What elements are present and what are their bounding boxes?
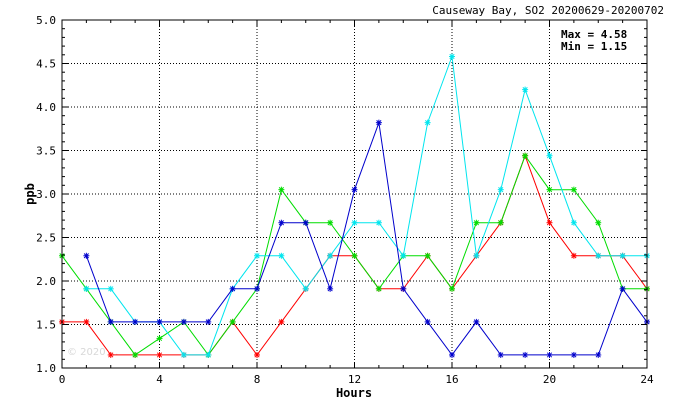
data-point	[327, 252, 334, 259]
data-point	[546, 351, 553, 358]
series-line	[86, 56, 647, 356]
data-point	[351, 252, 358, 259]
data-point	[424, 252, 431, 259]
x-tick-label: 0	[59, 373, 66, 386]
data-point	[546, 219, 553, 226]
data-point	[497, 351, 504, 358]
data-point	[570, 219, 577, 226]
tick-marks	[61, 19, 648, 369]
data-point	[254, 351, 260, 358]
data-point	[595, 351, 602, 358]
y-tick-label: 5.0	[36, 14, 56, 27]
data-point	[595, 219, 602, 226]
x-tick-labels: 0 4 8 12 16 20 24	[59, 373, 654, 386]
y-tick-labels: 1.0 1.5 2.0 2.5 3.0 3.5 4.0 4.5 5.0	[36, 14, 56, 375]
data-point	[107, 318, 114, 325]
data-point	[254, 252, 260, 259]
y-tick-label: 2.5	[36, 232, 56, 245]
data-point	[327, 285, 334, 292]
data-point	[546, 152, 553, 159]
x-tick-label: 8	[254, 373, 261, 386]
data-point	[473, 318, 480, 325]
data-point	[278, 252, 285, 259]
data-point	[570, 252, 577, 259]
series-layer	[59, 53, 650, 358]
x-tick-label: 4	[156, 373, 163, 386]
data-point	[449, 285, 455, 292]
series-3	[83, 119, 650, 358]
data-point	[278, 219, 285, 226]
data-point	[180, 318, 187, 325]
y-tick-label: 1.5	[36, 319, 56, 332]
data-point	[424, 318, 431, 325]
data-point	[229, 318, 236, 325]
data-point	[473, 219, 480, 226]
y-tick-label: 1.0	[36, 362, 56, 375]
data-point	[83, 318, 90, 325]
data-point	[570, 186, 577, 193]
data-point	[375, 219, 382, 226]
data-point	[400, 252, 407, 259]
data-point	[522, 86, 529, 93]
data-point	[180, 351, 187, 358]
data-point	[570, 351, 577, 358]
data-point	[327, 219, 334, 226]
x-axis-title: Hours	[336, 386, 372, 400]
grid-lines	[62, 20, 647, 368]
data-point	[205, 351, 212, 358]
data-point	[375, 119, 382, 126]
data-point	[107, 351, 114, 358]
data-point	[351, 186, 358, 193]
data-point	[83, 285, 90, 292]
data-point	[449, 53, 455, 60]
y-axis-title: ppb	[23, 183, 37, 205]
data-point	[522, 152, 529, 159]
data-point	[302, 285, 309, 292]
data-point	[278, 318, 285, 325]
series-line	[85, 122, 648, 356]
data-point	[351, 219, 358, 226]
data-point	[107, 285, 114, 292]
chart-title: Causeway Bay, SO2 20200629-20200702	[432, 4, 664, 17]
data-point	[400, 285, 407, 292]
data-point	[375, 285, 382, 292]
y-tick-label: 4.5	[36, 58, 56, 71]
series-1	[59, 152, 650, 358]
x-tick-label: 20	[543, 373, 556, 386]
data-point	[229, 285, 236, 292]
data-point	[424, 119, 431, 126]
data-point	[546, 186, 553, 193]
x-tick-label: 24	[640, 373, 654, 386]
x-tick-label: 12	[348, 373, 361, 386]
data-point	[254, 285, 260, 292]
data-point	[156, 351, 163, 358]
max-annotation: Max = 4.58	[561, 28, 627, 41]
y-tick-label: 4.0	[36, 101, 56, 114]
data-point	[132, 351, 139, 358]
data-point	[302, 219, 309, 226]
data-point	[205, 318, 212, 325]
data-point	[522, 351, 529, 358]
min-annotation: Min = 1.15	[561, 40, 627, 53]
data-point	[497, 186, 504, 193]
data-point	[619, 252, 626, 259]
y-tick-label: 2.0	[36, 275, 56, 288]
data-point	[497, 219, 504, 226]
data-point	[278, 186, 285, 193]
y-tick-label: 3.0	[36, 188, 56, 201]
data-point	[156, 335, 163, 342]
data-point	[595, 252, 602, 259]
y-tick-label: 3.5	[36, 145, 56, 158]
data-point	[83, 252, 90, 259]
series-2	[83, 53, 650, 358]
data-point	[132, 318, 139, 325]
data-point	[449, 351, 455, 358]
x-tick-label: 16	[445, 373, 458, 386]
data-point	[156, 318, 163, 325]
watermark: © 2020 ...	[67, 347, 118, 358]
data-point	[619, 285, 626, 292]
data-point	[473, 252, 480, 259]
